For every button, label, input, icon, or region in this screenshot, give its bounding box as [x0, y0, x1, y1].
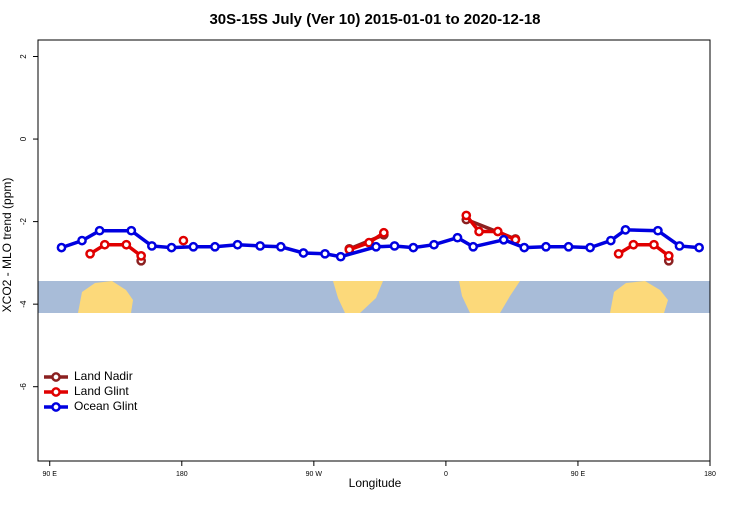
- point: [147, 241, 157, 251]
- point: [474, 226, 484, 237]
- y-tick-label: -4: [19, 300, 28, 308]
- point: [461, 210, 472, 221]
- legend-marker: [51, 372, 61, 382]
- point: [188, 241, 199, 252]
- point: [649, 239, 659, 250]
- point: [663, 251, 674, 261]
- legend-label: Ocean Glint: [74, 399, 138, 413]
- legend-label: Land Nadir: [74, 369, 133, 383]
- point: [498, 234, 509, 245]
- point: [56, 242, 67, 253]
- x-axis-label: Longitude: [349, 476, 402, 490]
- legend-marker: [51, 387, 61, 397]
- legend-label: Land Glint: [74, 384, 129, 398]
- x-tick-label: 90 W: [306, 471, 323, 478]
- y-tick-label: -2: [19, 218, 28, 226]
- x-tick-label: 0: [444, 471, 448, 478]
- point: [178, 235, 189, 246]
- point: [468, 241, 479, 252]
- point: [275, 241, 286, 252]
- chart-title: 30S-15S July (Ver 10) 2015-01-01 to 2020…: [209, 11, 540, 28]
- x-tick-label: 180: [176, 471, 188, 478]
- point: [371, 241, 381, 252]
- y-tick-label: -6: [19, 383, 28, 391]
- point: [628, 239, 639, 250]
- point: [121, 239, 132, 250]
- point: [94, 225, 105, 236]
- point: [320, 248, 330, 259]
- point: [166, 242, 177, 253]
- y-tick-label: 0: [19, 136, 28, 141]
- plot-frame: [37, 39, 711, 462]
- point: [429, 239, 439, 250]
- point: [585, 242, 595, 253]
- legend-marker: [51, 402, 61, 412]
- point: [653, 225, 663, 236]
- point: [232, 239, 243, 250]
- point: [613, 248, 624, 259]
- point: [378, 227, 389, 238]
- x-tick-label: 90 E: [43, 471, 58, 478]
- x-tick-label: 180: [704, 471, 716, 478]
- point: [563, 241, 574, 252]
- point: [605, 235, 616, 246]
- point: [364, 237, 374, 248]
- point: [255, 241, 265, 251]
- point: [335, 251, 346, 262]
- point: [452, 232, 463, 243]
- point: [620, 225, 631, 235]
- point: [126, 225, 137, 236]
- point: [298, 248, 309, 258]
- point: [85, 248, 95, 259]
- y-tick-label: 2: [19, 54, 28, 59]
- point: [694, 242, 704, 253]
- point: [136, 251, 146, 261]
- point: [408, 242, 419, 253]
- point: [519, 242, 530, 253]
- point: [77, 235, 87, 246]
- map-band: [38, 281, 710, 313]
- point: [389, 241, 400, 251]
- point: [674, 241, 685, 251]
- point: [492, 226, 503, 237]
- point: [541, 241, 551, 252]
- point: [210, 241, 220, 252]
- y-axis-label: XCO2 - MLO trend (ppm): [0, 178, 14, 313]
- x-tick-label: 90 E: [571, 471, 586, 478]
- point: [99, 239, 110, 250]
